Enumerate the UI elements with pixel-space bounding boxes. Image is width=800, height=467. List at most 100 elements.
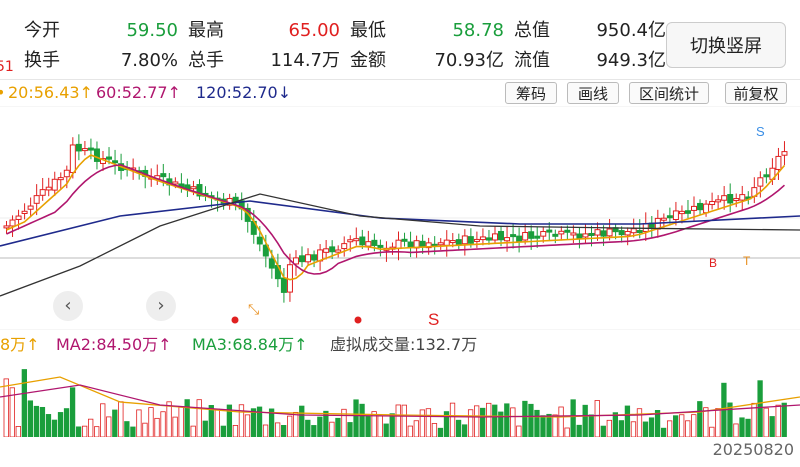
scroll-right-button[interactable]: › [146, 291, 176, 321]
volume-bar [606, 419, 612, 437]
low-marker-icon: ⤡ [248, 302, 259, 318]
low-value: 58.78 [452, 20, 504, 41]
volume-bar [196, 399, 202, 437]
volume-bar [781, 402, 787, 437]
candle-body [479, 236, 486, 241]
volume-bar [63, 408, 70, 437]
amount-value: 70.93亿 [434, 50, 504, 71]
draw-line-button[interactable]: 画线 [567, 82, 619, 104]
candle-body [377, 244, 384, 248]
candle-body [727, 193, 734, 204]
t-marker: T [743, 254, 751, 268]
ma-mid-line [6, 164, 785, 275]
high-value: 65.00 [288, 20, 340, 41]
candle-body [75, 143, 82, 152]
candle-body [467, 236, 474, 244]
chips-button[interactable]: 筹码 [505, 82, 557, 104]
volume-bar [33, 405, 40, 437]
volume-bar [202, 420, 208, 437]
volume-bar [401, 404, 407, 437]
candle-body [33, 195, 40, 204]
candle-body [594, 229, 601, 236]
candle-body [546, 229, 553, 233]
candle-body [311, 254, 318, 261]
candle-body [401, 238, 408, 242]
volume-bar [492, 404, 498, 437]
candle-body [757, 177, 764, 187]
volume-bar [739, 417, 745, 437]
volume-bar [600, 425, 606, 437]
volume-bar [112, 409, 118, 437]
b-marker: B [709, 256, 717, 270]
volume-bar [648, 417, 655, 437]
volume-bar [69, 387, 76, 437]
volume-bar [618, 420, 625, 437]
volume-bar [305, 419, 311, 437]
candle-body [775, 155, 782, 170]
volume-bar [709, 426, 715, 437]
volume-bar [21, 369, 27, 437]
candle-body [672, 210, 679, 220]
volume-bar [359, 403, 365, 437]
candle-body [570, 232, 577, 236]
volume-bar [88, 418, 94, 437]
candle-body [630, 228, 637, 234]
candle-body [552, 233, 559, 237]
volume-bar [214, 408, 220, 437]
amount-label: 金额 [350, 50, 386, 71]
volume-bar [244, 414, 251, 437]
volume-bar [329, 421, 335, 437]
volume-bar [27, 400, 34, 437]
adjust-mode-button[interactable]: 前复权 [725, 82, 787, 104]
volume-bar [697, 401, 703, 437]
candle-body [262, 244, 269, 257]
candle-body [39, 189, 46, 196]
candle-body [504, 237, 511, 242]
volume-bar [94, 426, 100, 437]
volume-bar [763, 407, 769, 437]
candle-body [684, 210, 691, 214]
divider [0, 79, 800, 80]
virtual-volume-value: 虚拟成交量:132.7万 [330, 335, 478, 354]
ma-short-line [6, 154, 786, 281]
volume-bar [431, 423, 438, 437]
left-edge-marker: 51 [0, 59, 14, 75]
candle-body [268, 258, 275, 269]
volume-bar [769, 416, 775, 437]
volume-bar [467, 409, 474, 437]
candle-body [498, 230, 505, 241]
candle-body [443, 239, 450, 246]
volume-bar [703, 407, 709, 437]
range-stats-button[interactable]: 区间统计 [629, 82, 709, 104]
candle-body [739, 194, 746, 201]
candle-body [715, 199, 722, 203]
volume-bar [528, 403, 534, 437]
candle-body [69, 144, 76, 174]
scroll-left-button[interactable]: ‹ [53, 291, 83, 321]
candle-body [106, 156, 113, 160]
volume-bar [238, 404, 245, 437]
volume-chart[interactable] [0, 357, 800, 437]
volume-bar [419, 409, 426, 437]
volume-bar [287, 415, 293, 437]
candle-body [485, 237, 492, 241]
candle-body [329, 246, 336, 253]
ma-xlong-line [0, 193, 800, 297]
total-value: 950.4亿 [596, 20, 666, 41]
volume-bar [130, 426, 136, 437]
candle-body [299, 255, 306, 263]
volume-bar [660, 427, 667, 437]
volume-bar [775, 404, 781, 437]
volume-bar [51, 419, 58, 437]
candle-body [703, 203, 710, 214]
candle-body [721, 195, 728, 201]
volume-bar [534, 409, 540, 437]
volume-bar [630, 421, 637, 437]
volume-bar [293, 411, 299, 437]
candle-body [256, 236, 263, 245]
candle-body [528, 231, 535, 239]
candlestick-chart[interactable]: S S B T ⤡ [0, 106, 800, 330]
candle-body [172, 181, 179, 185]
switch-portrait-button[interactable]: 切换竖屏 [666, 22, 786, 68]
s-marker-top: S [756, 124, 765, 139]
